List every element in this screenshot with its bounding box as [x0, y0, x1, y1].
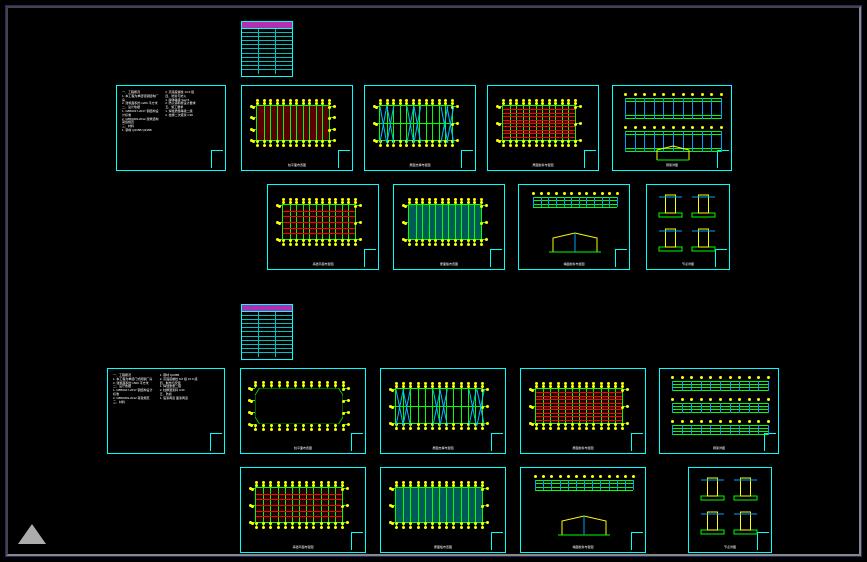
- drawing-sheet: 节点详图: [688, 467, 772, 553]
- drawing-sheet: 墙面檩条布置图: [518, 184, 630, 270]
- sheet-title: 柱平面布置图: [288, 163, 306, 167]
- sheet-title: 墙面檩条布置图: [572, 545, 593, 549]
- drawing-sheet: 屋面支撑布置图: [364, 85, 476, 171]
- sheet-title: 屋面檩条布置图: [532, 163, 553, 167]
- sheet-title: 刚架详图: [713, 446, 725, 450]
- notes-sheet: 一、工程概况1. 本工程为单层门式刚架厂房2. 建筑面积约 1500 平方米二、…: [107, 368, 225, 454]
- drawing-sheet: 屋面板布置图: [393, 184, 505, 270]
- sheet-title: 柱平面布置图: [294, 446, 312, 450]
- sheet-title: 基础平面布置图: [292, 545, 313, 549]
- legend-table: [241, 21, 293, 77]
- drawing-sheet: 柱平面布置图: [241, 85, 353, 171]
- sheet-title: 屋面支撑布置图: [409, 163, 430, 167]
- drawing-stage: 一、工程概况1. 本工程为单层轻钢结构厂房2. 建筑面积约 1200 平方米二、…: [8, 8, 859, 554]
- note-line: 2. 柱脚二次灌浆 C30: [165, 114, 203, 118]
- drawing-sheet: 屋面支撑布置图: [380, 368, 506, 454]
- sheet-title: 屋面支撑布置图: [432, 446, 453, 450]
- legend-table: [241, 304, 293, 360]
- drawing-sheet: 节点详图: [646, 184, 730, 270]
- drawing-sheet: 屋面檩条布置图: [487, 85, 599, 171]
- drawing-sheet: 刚架详图: [659, 368, 779, 454]
- sheet-title: 屋面檩条布置图: [572, 446, 593, 450]
- drawing-sheet: 墙面檩条布置图: [520, 467, 646, 553]
- note-line: 1. 钢材 Q235B Q345B: [122, 129, 160, 133]
- drawing-sheet: 基础平面布置图: [267, 184, 379, 270]
- note-line: 三、材料: [113, 401, 155, 405]
- cad-model-viewport[interactable]: 一、工程概况1. 本工程为单层轻钢结构厂房2. 建筑面积约 1200 平方米二、…: [6, 6, 861, 556]
- drawing-sheet: 柱平面布置图: [240, 368, 366, 454]
- drawing-sheet: 基础平面布置图: [240, 467, 366, 553]
- sheet-title: 墙面檩条布置图: [563, 262, 584, 266]
- sheet-title: 节点详图: [682, 262, 694, 266]
- note-line: 1. 底漆两道 面漆两道: [160, 397, 202, 401]
- drawing-sheet: 屋面板布置图: [380, 467, 506, 553]
- sheet-title: 节点详图: [724, 545, 736, 549]
- sheet-title: 基础平面布置图: [312, 262, 333, 266]
- sheet-title: 屋面板布置图: [434, 545, 452, 549]
- sheet-title: 屋面板布置图: [440, 262, 458, 266]
- sheet-title: 刚架详图: [666, 163, 678, 167]
- drawing-sheet: 刚架详图: [612, 85, 732, 171]
- drawing-sheet: 屋面檩条布置图: [520, 368, 646, 454]
- notes-sheet: 一、工程概况1. 本工程为单层轻钢结构厂房2. 建筑面积约 1200 平方米二、…: [116, 85, 226, 171]
